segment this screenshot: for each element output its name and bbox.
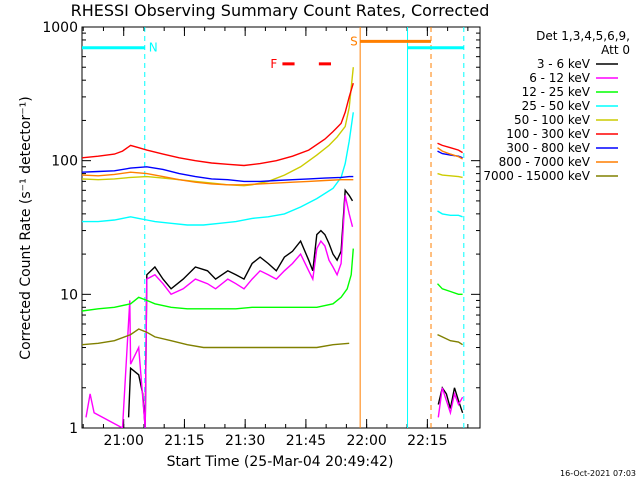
x-tick-label: 21:30 <box>225 433 265 449</box>
series-line-7000-15000-kev-b <box>437 333 463 346</box>
x-tick-label: 22:00 <box>346 433 386 449</box>
legend-label: 12 - 25 keV <box>522 85 591 99</box>
y-axis-label: Corrected Count Rate (s⁻¹ detector⁻¹) <box>18 96 34 359</box>
night-flag-label: N <box>149 41 158 55</box>
series-group <box>82 67 464 428</box>
y-tick-label: 1000 <box>42 20 78 36</box>
series-line-100-300-kev <box>82 82 354 167</box>
series-line-50-100-kev-b <box>437 172 463 179</box>
series-line-12-25-kev-b <box>436 283 463 295</box>
y-tick-label: 10 <box>60 287 78 303</box>
date-stamp: 16-Oct-2021 07:03 <box>560 469 636 478</box>
y-tick-label: 1 <box>69 421 78 437</box>
legend-label: 100 - 300 keV <box>506 127 590 141</box>
plot-area: 1 10 100 1000 21:00 21:15 21:30 21:45 22:00 22:15… <box>42 20 481 449</box>
legend-header: Det 1,3,4,5,6,9, <box>536 29 630 43</box>
saa-flag-label: S <box>350 34 358 48</box>
series-line-6-12-kev-b <box>437 387 464 418</box>
x-tick-label: 21:15 <box>164 433 204 449</box>
flare-flag-label: F <box>270 57 277 71</box>
series-line-25-50-kev-b <box>437 210 463 218</box>
legend-label: 50 - 100 keV <box>514 113 591 127</box>
legend-label: 25 - 50 keV <box>522 99 591 113</box>
series-line-100-300-kev-b <box>437 142 463 154</box>
chart-title: RHESSI Observing Summary Count Rates, Co… <box>71 1 490 20</box>
legend-label: 7000 - 15000 keV <box>483 169 590 183</box>
series-line-6-12-kev <box>85 195 354 428</box>
series-line-300-800-kev <box>82 166 354 183</box>
legend-label: 6 - 12 keV <box>529 71 591 85</box>
series-line-50-100-kev <box>82 67 354 187</box>
y-tick-label: 100 <box>51 154 78 170</box>
x-tick-label: 22:15 <box>407 433 447 449</box>
series-line-3-6-kev <box>127 188 354 428</box>
legend-label: 800 - 7000 keV <box>499 155 591 169</box>
series-line-7000-15000-kev <box>82 328 350 349</box>
series-line-800-7000-kev-b <box>437 147 463 160</box>
series-line-12-25-kev <box>82 248 354 312</box>
legend-label: 3 - 6 keV <box>537 57 591 71</box>
legend-header: Att 0 <box>601 43 630 57</box>
legend-label: 300 - 800 keV <box>506 141 590 155</box>
series-line-800-7000-kev <box>82 171 354 186</box>
series-line-25-50-kev <box>82 112 354 226</box>
plot-frame <box>81 26 481 429</box>
x-axis-label: Start Time (25-Mar-04 20:49:42) <box>167 454 394 470</box>
x-tick-label: 21:45 <box>286 433 326 449</box>
x-tick-label: 21:00 <box>104 433 144 449</box>
